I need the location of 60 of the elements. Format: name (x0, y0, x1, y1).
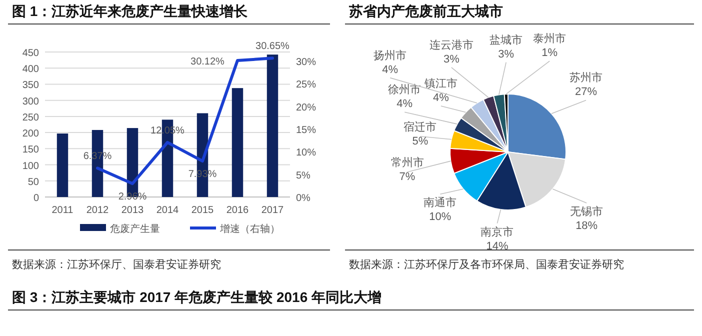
y2-tick-label: 5% (296, 170, 311, 182)
x-tick-label: 2014 (156, 205, 180, 216)
data-label: 30.12% (190, 56, 225, 68)
bar (232, 88, 244, 197)
y-tick-label: 200 (22, 128, 40, 140)
slice-label: 无锡市 (570, 205, 604, 218)
source-note: 数据来源：江苏环保厅、国泰君安证券研究 (12, 258, 221, 271)
y-tick-label: 250 (22, 112, 40, 124)
chart-title: 图 1：江苏近年来危废产生量快速增长 (12, 3, 249, 19)
x-tick-label: 2016 (226, 205, 250, 216)
slice-label: 南通市 (424, 196, 457, 210)
slice-label: 盐城市 (490, 33, 523, 46)
data-label: 3% (443, 53, 460, 66)
data-label: 14% (486, 240, 508, 252)
y2-tick-label: 0% (296, 193, 311, 204)
y-tick-label: 50 (28, 176, 40, 188)
slice-label: 苏州市 (570, 71, 603, 84)
y2-tick-label: 15% (296, 125, 316, 136)
data-label: 4% (432, 92, 450, 104)
legend-label: 危废产生量 (110, 223, 160, 235)
data-label: 7% (399, 170, 416, 183)
data-label: 2.96% (118, 192, 147, 203)
data-label: 27% (574, 86, 598, 98)
y2-tick-label: 10% (296, 148, 316, 159)
y2-tick-label: 30% (296, 57, 316, 68)
y-tick-label: 150 (22, 144, 40, 156)
y-tick-label: 350 (22, 80, 40, 92)
y-tick-label: 450 (22, 48, 40, 59)
slice-label: 镇江市 (423, 77, 458, 90)
data-label: 4% (396, 98, 413, 110)
data-label: 10% (429, 211, 452, 224)
data-label: 5% (412, 135, 428, 148)
x-tick-label: 2011 (52, 205, 74, 216)
slice-label: 扬州市 (374, 48, 407, 62)
data-label: 30.65% (256, 41, 290, 52)
data-label: 3% (498, 48, 514, 60)
legend-label: 增速（右轴） (219, 223, 280, 235)
data-label: 1% (542, 47, 558, 60)
source-note: 数据来源：江苏环保厅及各市环保局、国泰君安证券研究 (349, 258, 624, 271)
bar (56, 134, 68, 197)
slice-label: 宿迁市 (404, 120, 437, 134)
x-tick-label: 2015 (191, 205, 214, 216)
slice-label: 南京市 (480, 225, 514, 238)
bar (266, 54, 278, 197)
y-tick-label: 100 (22, 160, 40, 172)
x-tick-label: 2013 (121, 205, 144, 216)
y-tick-label: 300 (22, 96, 40, 108)
y-tick-label: 400 (22, 64, 40, 76)
text: 图 3：江苏主要城市 2017 年危废产生量较 2016 年同比大增 (12, 289, 382, 305)
x-tick-label: 2012 (86, 205, 110, 216)
y2-tick-label: 20% (296, 102, 316, 114)
data-label: 18% (576, 220, 598, 232)
data-label: 4% (382, 64, 398, 76)
slice-label: 常州市 (390, 156, 424, 169)
y-tick-label: 0 (33, 193, 40, 204)
slice-label: 连云港市 (429, 38, 474, 52)
slice-label: 泰州市 (533, 32, 566, 46)
y2-tick-label: 25% (296, 80, 316, 91)
x-tick-label: 2017 (261, 205, 284, 216)
chart-title: 苏省内产危废前五大城市 (348, 3, 503, 19)
